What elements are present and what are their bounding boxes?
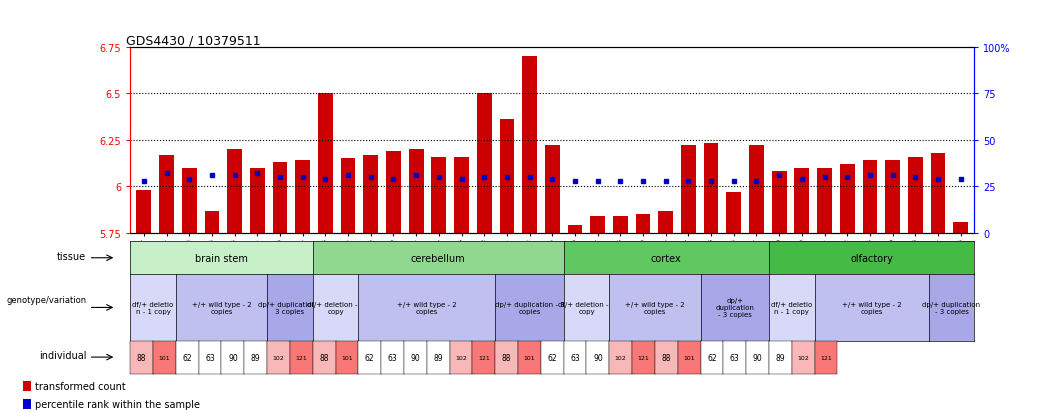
Text: tissue: tissue bbox=[57, 252, 86, 261]
Bar bbox=[703, 144, 718, 233]
Text: 90: 90 bbox=[593, 353, 602, 362]
Text: dp/+ duplication - 3
copies: dp/+ duplication - 3 copies bbox=[495, 301, 565, 314]
Bar bbox=[477, 94, 492, 233]
Text: +/+ wild type - 2
copies: +/+ wild type - 2 copies bbox=[192, 301, 251, 314]
Bar bbox=[182, 169, 197, 233]
Bar bbox=[227, 150, 242, 233]
Bar bbox=[568, 226, 582, 233]
Bar bbox=[953, 222, 968, 233]
Text: 101: 101 bbox=[341, 355, 353, 360]
Text: 89: 89 bbox=[251, 353, 260, 362]
Text: transformed count: transformed count bbox=[35, 381, 126, 391]
Bar bbox=[681, 146, 696, 233]
Text: 89: 89 bbox=[775, 353, 786, 362]
Text: dp/+ duplication -
3 copies: dp/+ duplication - 3 copies bbox=[258, 301, 321, 314]
Bar bbox=[159, 155, 174, 233]
Text: +/+ wild type - 2
copies: +/+ wild type - 2 copies bbox=[625, 301, 685, 314]
Text: 121: 121 bbox=[296, 355, 307, 360]
Text: 63: 63 bbox=[205, 353, 215, 362]
Bar bbox=[794, 169, 810, 233]
Bar bbox=[613, 217, 627, 233]
Text: 102: 102 bbox=[273, 355, 284, 360]
Text: olfactory: olfactory bbox=[850, 253, 893, 263]
Text: cortex: cortex bbox=[651, 253, 681, 263]
Bar bbox=[341, 159, 355, 233]
Text: df/+ deletio
n - 1 copy: df/+ deletio n - 1 copy bbox=[771, 301, 813, 314]
Bar bbox=[204, 211, 219, 233]
Bar bbox=[273, 163, 288, 233]
Text: +/+ wild type - 2
copies: +/+ wild type - 2 copies bbox=[397, 301, 456, 314]
Text: 102: 102 bbox=[797, 355, 809, 360]
Text: cerebellum: cerebellum bbox=[411, 253, 466, 263]
Bar bbox=[23, 382, 31, 391]
Text: dp/+ duplication
- 3 copies: dp/+ duplication - 3 copies bbox=[922, 301, 981, 314]
Text: 102: 102 bbox=[615, 355, 626, 360]
Bar bbox=[250, 169, 265, 233]
Bar bbox=[408, 150, 423, 233]
Bar bbox=[817, 169, 832, 233]
Text: 88: 88 bbox=[502, 353, 512, 362]
Bar bbox=[454, 157, 469, 233]
Bar bbox=[545, 146, 560, 233]
Text: percentile rank within the sample: percentile rank within the sample bbox=[35, 399, 200, 409]
Bar bbox=[749, 146, 764, 233]
Text: 90: 90 bbox=[228, 353, 238, 362]
Text: GDS4430 / 10379511: GDS4430 / 10379511 bbox=[126, 35, 260, 47]
Bar bbox=[659, 211, 673, 233]
Bar bbox=[522, 57, 537, 233]
Bar bbox=[318, 94, 332, 233]
Bar bbox=[636, 215, 650, 233]
Bar bbox=[840, 165, 854, 233]
Bar bbox=[931, 154, 945, 233]
Bar bbox=[590, 217, 605, 233]
Bar bbox=[23, 399, 31, 409]
Text: df/+ deletio
n - 1 copy: df/+ deletio n - 1 copy bbox=[132, 301, 174, 314]
Bar bbox=[908, 157, 922, 233]
Text: 101: 101 bbox=[684, 355, 695, 360]
Text: 62: 62 bbox=[182, 353, 192, 362]
Text: 62: 62 bbox=[547, 353, 557, 362]
Text: 63: 63 bbox=[729, 353, 740, 362]
Text: 89: 89 bbox=[433, 353, 443, 362]
Text: df/+ deletion - 1
copy: df/+ deletion - 1 copy bbox=[557, 301, 615, 314]
Text: 101: 101 bbox=[524, 355, 536, 360]
Bar bbox=[387, 152, 401, 233]
Text: genotype/variation: genotype/variation bbox=[6, 295, 86, 304]
Bar bbox=[137, 190, 151, 233]
Text: 102: 102 bbox=[455, 355, 467, 360]
Bar bbox=[772, 172, 787, 233]
Text: 63: 63 bbox=[388, 353, 397, 362]
Text: df/+ deletion - 1
copy: df/+ deletion - 1 copy bbox=[307, 301, 364, 314]
Text: dp/+
duplication
- 3 copies: dp/+ duplication - 3 copies bbox=[715, 298, 754, 318]
Text: 121: 121 bbox=[820, 355, 832, 360]
Bar bbox=[886, 161, 900, 233]
Text: 62: 62 bbox=[708, 353, 717, 362]
Text: 88: 88 bbox=[320, 353, 329, 362]
Text: 90: 90 bbox=[411, 353, 420, 362]
Text: 121: 121 bbox=[638, 355, 649, 360]
Text: 62: 62 bbox=[365, 353, 374, 362]
Bar bbox=[726, 192, 741, 233]
Text: 88: 88 bbox=[662, 353, 671, 362]
Bar bbox=[499, 120, 515, 233]
Text: individual: individual bbox=[39, 351, 86, 361]
Bar bbox=[364, 155, 378, 233]
Text: +/+ wild type - 2
copies: +/+ wild type - 2 copies bbox=[842, 301, 901, 314]
Text: 101: 101 bbox=[158, 355, 170, 360]
Text: 63: 63 bbox=[570, 353, 580, 362]
Bar bbox=[863, 161, 877, 233]
Text: 88: 88 bbox=[137, 353, 147, 362]
Text: 121: 121 bbox=[478, 355, 490, 360]
Text: brain stem: brain stem bbox=[195, 253, 248, 263]
Bar bbox=[295, 161, 311, 233]
Bar bbox=[431, 157, 446, 233]
Text: 90: 90 bbox=[752, 353, 763, 362]
